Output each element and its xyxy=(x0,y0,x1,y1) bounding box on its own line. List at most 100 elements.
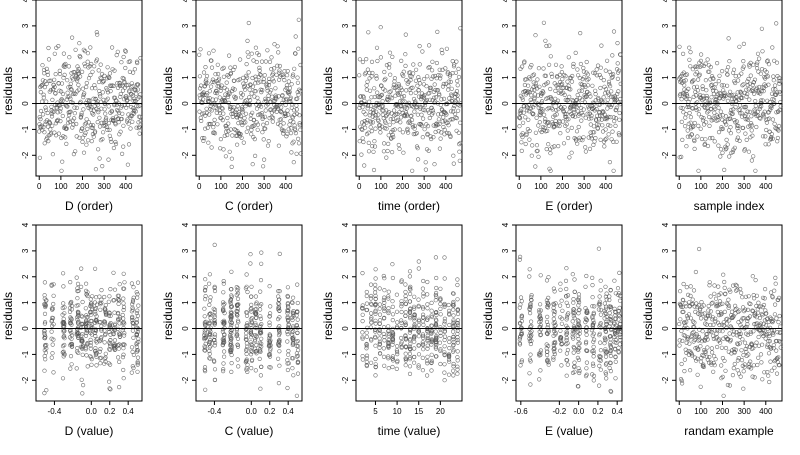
scatter-point xyxy=(360,136,365,141)
scatter-point xyxy=(422,127,427,132)
scatter-point xyxy=(98,94,103,99)
scatter-point xyxy=(229,361,234,366)
scatter-point xyxy=(235,357,240,362)
scatter-point xyxy=(529,333,534,338)
scatter-point xyxy=(289,150,294,155)
scatter-point xyxy=(579,88,584,93)
scatter-point xyxy=(684,92,689,97)
scatter-point xyxy=(705,345,710,350)
scatter-point xyxy=(416,297,421,302)
scatter-point xyxy=(248,329,254,334)
scatter-point xyxy=(369,293,374,299)
scatter-point xyxy=(608,337,613,342)
scatter-point xyxy=(256,52,262,58)
scatter-point xyxy=(42,302,47,307)
plot-frame xyxy=(675,0,783,177)
x-axis-label: D (value) xyxy=(65,424,114,438)
scatter-point xyxy=(80,126,85,131)
scatter-point xyxy=(253,337,258,342)
scatter-point xyxy=(606,132,611,137)
scatter-point xyxy=(205,91,210,96)
scatter-point xyxy=(738,286,743,292)
scatter-point xyxy=(682,87,687,92)
scatter-point xyxy=(749,128,754,133)
scatter-point xyxy=(724,301,729,306)
scatter-point xyxy=(690,319,696,324)
scatter-point xyxy=(556,107,561,112)
scatter-point xyxy=(377,286,382,291)
y-axis-label: residuals xyxy=(321,67,335,115)
scatter-point xyxy=(744,94,749,99)
scatter-point xyxy=(760,98,765,103)
scatter-point xyxy=(725,98,731,103)
scatter-point xyxy=(425,108,430,113)
scatter-point xyxy=(117,80,122,85)
scatter-point xyxy=(455,364,460,369)
scatter-point xyxy=(426,110,432,115)
scatter-point xyxy=(712,110,717,115)
scatter-point xyxy=(38,108,44,114)
scatter-point xyxy=(616,89,621,94)
scatter-point xyxy=(228,299,233,304)
scatter-point xyxy=(100,164,105,169)
scatter-point xyxy=(693,334,698,339)
scatter-point xyxy=(76,66,81,72)
scatter-point xyxy=(218,137,223,142)
scatter-point xyxy=(252,137,257,142)
scatter-point xyxy=(679,381,685,386)
scatter-point xyxy=(234,112,239,117)
scatter-point xyxy=(696,246,702,252)
scatter-point xyxy=(441,96,447,101)
scatter-point xyxy=(704,93,709,99)
scatter-point xyxy=(598,358,603,363)
scatter-point xyxy=(80,383,86,388)
scatter-point xyxy=(707,123,712,128)
scatter-point xyxy=(771,78,776,83)
scatter-point xyxy=(411,62,416,67)
scatter-point xyxy=(399,320,404,326)
y-axis-label: residuals xyxy=(641,67,655,115)
scatter-point xyxy=(269,88,274,93)
scatter-point xyxy=(571,314,576,319)
scatter-point xyxy=(747,97,752,102)
scatter-point xyxy=(548,168,553,173)
scatter-point xyxy=(268,304,273,309)
scatter-point xyxy=(736,73,742,78)
scatter-point xyxy=(682,83,687,88)
scatter-point xyxy=(398,85,403,90)
scatter-point xyxy=(390,342,395,347)
scatter-point xyxy=(285,285,291,290)
scatter-point xyxy=(603,127,608,132)
scatter-point xyxy=(295,325,300,331)
scatter-point xyxy=(264,98,269,103)
scatter-point xyxy=(382,295,387,300)
scatter-point xyxy=(433,337,439,343)
scatter-point xyxy=(695,88,700,93)
scatter-point xyxy=(71,91,76,97)
scatter-point xyxy=(280,72,286,77)
scatter-point xyxy=(429,352,434,357)
scatter-points xyxy=(42,266,141,396)
scatter-point xyxy=(449,86,454,91)
scatter-point xyxy=(208,295,213,300)
scatter-point xyxy=(221,367,226,372)
scatter-point xyxy=(127,88,132,93)
scatter-point xyxy=(244,129,249,134)
scatter-point xyxy=(78,284,84,290)
scatter-point xyxy=(42,335,47,341)
scatter-point xyxy=(685,316,691,321)
y-tick-label: 0 xyxy=(501,101,510,106)
scatter-point xyxy=(695,100,700,105)
scatter-point xyxy=(42,130,47,135)
scatter-point xyxy=(84,330,89,336)
scatter-point xyxy=(73,91,78,97)
scatter-point xyxy=(590,314,595,319)
scatter-point xyxy=(390,299,395,304)
scatter-point xyxy=(564,112,569,117)
scatter-point xyxy=(403,310,408,315)
scatter-point xyxy=(360,127,365,132)
scatter-point xyxy=(576,113,581,118)
scatter-point xyxy=(42,71,47,76)
scatter-point xyxy=(295,353,301,359)
